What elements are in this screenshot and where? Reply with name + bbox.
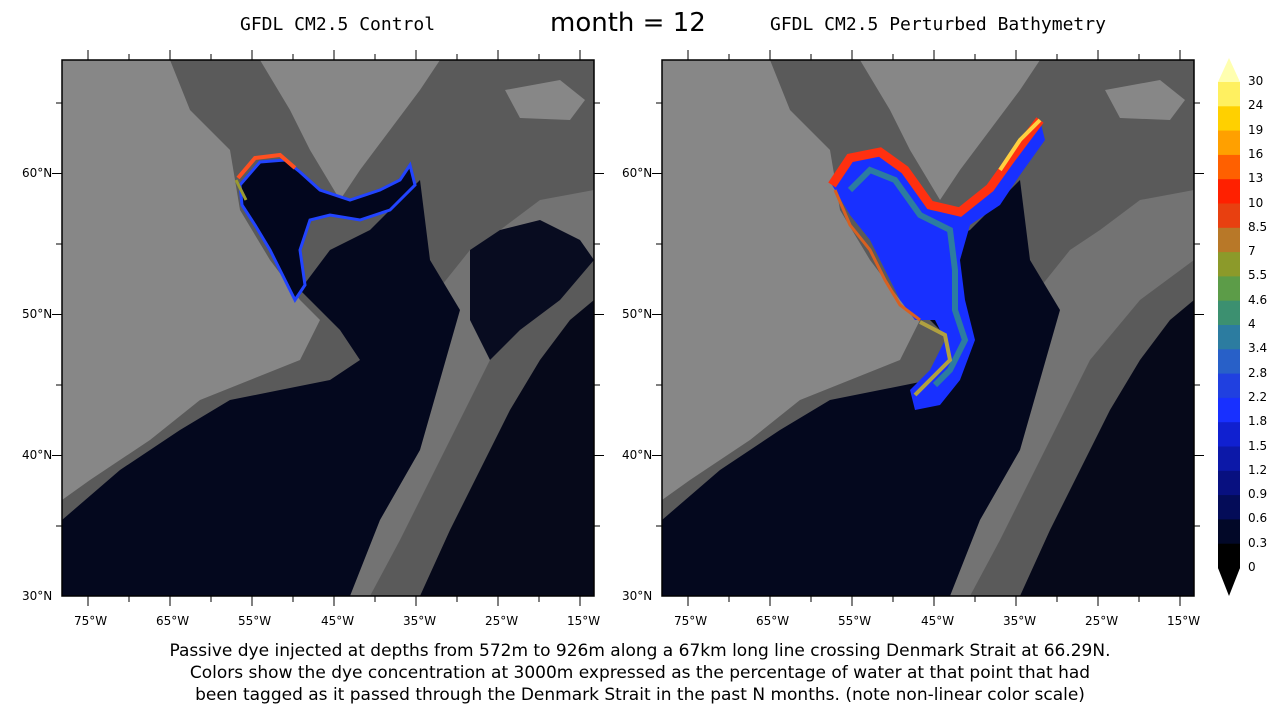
control-map (61, 59, 595, 597)
colorbar-segment (1218, 179, 1240, 204)
colorbar-label: 19 (1248, 122, 1264, 137)
colorbar-segment (1218, 106, 1240, 132)
lat-label: 50°N (22, 307, 53, 321)
lat-label: 30°N (22, 589, 53, 603)
colorbar-segment (1218, 130, 1240, 156)
lat-label: 40°N (622, 448, 653, 462)
colorbar-label: 1.2 (1248, 462, 1268, 477)
colorbar-segment (1218, 397, 1240, 423)
colorbar-segment (1218, 349, 1240, 375)
lon-label: 45°W (321, 614, 355, 628)
colorbar-segment (1218, 495, 1240, 520)
month-title: month = 12 (550, 8, 706, 38)
lon-label: 15°W (567, 614, 601, 628)
colorbar-label: 7 (1248, 244, 1256, 259)
colorbar-label: 5.5 (1248, 268, 1268, 283)
lon-label: 35°W (403, 614, 437, 628)
colorbar-label: 24 (1248, 98, 1264, 113)
lon-label: 55°W (838, 614, 872, 628)
lat-label: 50°N (622, 307, 653, 321)
colorbar-label: 4 (1248, 317, 1256, 331)
colorbar-label: 2.8 (1248, 365, 1268, 380)
colorbar-label: 16 (1248, 146, 1264, 161)
colorbar-label: 0.3 (1248, 535, 1268, 550)
lon-label: 35°W (1003, 614, 1037, 628)
colorbar-label: 13 (1248, 171, 1264, 186)
colorbar-segment (1218, 519, 1240, 545)
lon-label: 45°W (921, 614, 955, 628)
colorbar-label: 10 (1248, 195, 1264, 210)
colorbar-segment (1218, 154, 1240, 180)
colorbar-label: 0 (1248, 560, 1256, 574)
caption-line-1: Passive dye injected at depths from 572m… (169, 641, 1111, 661)
colorbar-segment (1218, 470, 1240, 496)
lon-label: 65°W (156, 614, 190, 628)
perturbed-map (661, 59, 1195, 597)
colorbar-label: 0.9 (1248, 487, 1268, 502)
colorbar-label: 0.6 (1248, 511, 1268, 526)
lat-label: 60°N (622, 166, 653, 180)
colorbar-label: 30 (1248, 74, 1264, 88)
caption-line-3: been tagged as it passed through the Den… (195, 685, 1085, 705)
colorbar-segment (1218, 252, 1240, 277)
colorbar-label: 8.5 (1248, 219, 1268, 234)
colorbar-label: 1.5 (1248, 438, 1268, 453)
lat-label: 40°N (22, 448, 53, 462)
colorbar-segment (1218, 203, 1240, 229)
colorbar-segment (1218, 446, 1240, 472)
lat-label: 30°N (622, 589, 653, 603)
axis-ticks (52, 50, 1204, 606)
lon-label: 15°W (1167, 614, 1201, 628)
colorbar-label: 2.2 (1248, 389, 1268, 404)
colorbar-label: 3.4 (1248, 341, 1268, 356)
lat-label: 60°N (22, 166, 53, 180)
colorbar-segment (1218, 422, 1240, 447)
caption-line-2: Colors show the dye concentration at 300… (189, 663, 1091, 683)
lon-label: 25°W (485, 614, 519, 628)
colorbar-bottom-arrow (1218, 568, 1240, 596)
colorbar-segment (1218, 227, 1240, 253)
lon-label: 25°W (1085, 614, 1119, 628)
colorbar-top-arrow (1218, 58, 1240, 82)
lon-label: 65°W (756, 614, 790, 628)
lon-label: 75°W (74, 614, 108, 628)
colorbar (1218, 58, 1240, 596)
colorbar-segment (1218, 300, 1240, 326)
colorbar-segment (1218, 373, 1240, 399)
colorbar-segment (1218, 276, 1240, 302)
lon-label: 75°W (674, 614, 708, 628)
control-panel-title: GFDL CM2.5 Control (240, 14, 436, 35)
colorbar-label: 4.6 (1248, 292, 1268, 307)
colorbar-segment (1218, 543, 1240, 569)
perturbed-panel-title: GFDL CM2.5 Perturbed Bathymetry (770, 14, 1106, 35)
colorbar-segment (1218, 82, 1240, 107)
colorbar-segment (1218, 325, 1240, 350)
colorbar-label: 1.8 (1248, 414, 1268, 429)
lon-label: 55°W (238, 614, 272, 628)
